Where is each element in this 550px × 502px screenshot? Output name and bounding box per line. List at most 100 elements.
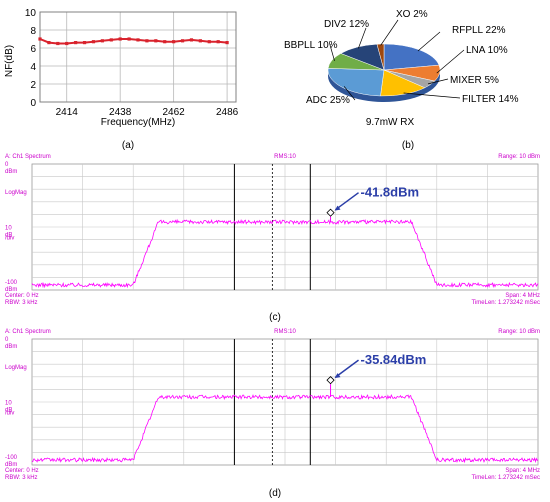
pie-leader-line — [358, 27, 367, 49]
pie-slice-label: MIXER 5% — [450, 75, 499, 86]
nf-data-point — [216, 40, 220, 44]
spectrum-footer-center: Center: 0 Hz — [5, 293, 39, 299]
pie-slice-label: BBPLL 10% — [284, 40, 338, 51]
spectrum-trace — [31, 218, 539, 289]
caption-d: (d) — [269, 488, 281, 499]
nf-data-point — [198, 39, 202, 43]
nf-data-point — [207, 40, 211, 44]
pie-leader-line — [427, 78, 449, 85]
pie-slice-label: LNA 10% — [466, 45, 508, 56]
nf-data-point — [47, 41, 51, 45]
spectrum-marker-value: -41.8dBm — [361, 185, 420, 200]
nf-data-point — [109, 38, 113, 42]
nf-data-point — [163, 40, 167, 44]
nf-ytick-label: 10 — [25, 8, 37, 19]
pie-leader-line — [329, 44, 335, 62]
spectrum-c: A: Ch1 Spectrum RMS:10 Range: 10 dBm 0 dBm Lo… — [5, 154, 540, 306]
spectrum-ylabel: 0 — [5, 337, 9, 343]
nf-data-point — [91, 40, 96, 44]
caption-a: (a) — [122, 140, 134, 151]
spectrum-footer-center: Center: 0 Hz — [5, 468, 39, 474]
pie-leader-line — [436, 49, 465, 74]
nf-chart: NF(dB) 0 2 4 6 8 10 2414 2438 2462 2486 Frequenc… — [4, 8, 239, 151]
spectrum-marker-value: -35.84dBm — [361, 352, 427, 367]
spectrum-d: A: Ch1 Spectrum RMS:10 Range: 10 dBm0dBmLo… — [5, 329, 540, 481]
nf-data-point — [225, 41, 229, 45]
spectrum-header-right: Range: 10 dBm — [498, 154, 540, 160]
spectrum-ylabel: LogMag — [5, 190, 27, 196]
pie-title: 9.7mW RX — [366, 117, 415, 128]
nf-data-point — [100, 39, 104, 43]
nf-data-point — [136, 38, 140, 42]
spectrum-ylabel: -100 — [5, 280, 18, 286]
nf-data-point — [56, 41, 60, 46]
spectrum-footer-rbw: RBW: 3 kHz — [5, 300, 38, 306]
pie-slice — [383, 43, 440, 71]
spectrum-header-center: RMS:10 — [274, 154, 296, 160]
spectrum-annotation-arrow — [335, 359, 359, 378]
spectrum-ylabel-unit: dB — [5, 233, 12, 239]
spectrum-ylabel: /div — [5, 236, 14, 242]
nf-data-point — [154, 39, 158, 43]
spectrum-marker-diamond — [326, 376, 335, 385]
pie-leader-line — [380, 19, 399, 46]
pie-slice-label: XO 2% — [396, 9, 428, 20]
spectrum-footer-rbw: RBW: 3 kHz — [5, 475, 38, 481]
nf-data-point — [189, 38, 194, 42]
spectrum-header-right: Range: 10 dBm — [498, 329, 540, 335]
spectrum-ylabel-unit: dBm — [5, 287, 17, 293]
nf-xtick-label: 2486 — [216, 107, 239, 118]
pie-leader-line — [403, 92, 461, 99]
spectrum-ylabel: 10 — [5, 401, 12, 407]
caption-c: (c) — [269, 312, 281, 323]
pie-slice — [327, 68, 385, 97]
spectrum-ylabel: LogMag — [5, 365, 27, 371]
nf-ytick-label: 8 — [30, 26, 36, 37]
nf-series-line — [39, 38, 228, 45]
pie-leader-line — [417, 31, 441, 52]
spectrum-annotation-arrowhead — [334, 373, 341, 379]
pie-slice-label: DIV2 12% — [324, 19, 369, 30]
spectrum-ylabel-unit: dBm — [5, 344, 17, 350]
nf-ylabel: NF(dB) — [4, 45, 15, 77]
spectrum-ylabel-unit: dBm — [5, 462, 17, 468]
spectrum-annotation-arrowhead — [334, 205, 341, 211]
nf-ytick-label: 0 — [30, 98, 36, 109]
pie-slice-label: ADC 25% — [306, 95, 350, 106]
spectrum-header-left: A: Ch1 Spectrum — [5, 329, 51, 335]
nf-data-point — [38, 37, 42, 41]
spectrum-ylabel: 10 — [5, 226, 12, 232]
nf-xtick-label: 2462 — [163, 107, 186, 118]
nf-xlabel: Frequency(MHz) — [101, 117, 175, 128]
pie-slice-label: FILTER 14% — [462, 94, 519, 105]
nf-ytick-label: 2 — [30, 80, 36, 91]
nf-data-point — [172, 40, 176, 44]
nf-data-point — [180, 39, 185, 43]
nf-ytick-label: 6 — [30, 44, 36, 55]
nf-ytick-label: 4 — [30, 62, 36, 73]
spectrum-footer-span: Span: 4 MHz — [505, 468, 540, 474]
spectrum-header-left: A: Ch1 Spectrum — [5, 154, 51, 160]
nf-plot-frame — [39, 11, 237, 103]
spectrum-header-center: RMS:10 — [274, 329, 296, 335]
pie-slice — [376, 43, 385, 71]
spectrum-footer-timelen: TimeLen: 1.273242 mSec — [472, 300, 540, 306]
spectrum-footer-span: Span: 4 MHz — [505, 293, 540, 299]
spectrum-trace — [31, 393, 539, 464]
nf-data-point — [118, 37, 122, 41]
pie-slice-label: RFPLL 22% — [452, 25, 506, 36]
nf-data-point — [82, 41, 87, 45]
caption-b: (b) — [402, 140, 414, 151]
spectrum-marker-diamond — [326, 208, 335, 217]
spectrum-ylabel: 0 — [5, 162, 9, 168]
nf-data-point — [145, 39, 149, 43]
spectrum-footer-timelen: TimeLen: 1.273242 mSec — [472, 475, 540, 481]
nf-data-point — [74, 41, 78, 45]
nf-xtick-label: 2438 — [109, 107, 132, 118]
nf-xtick-label: 2414 — [56, 107, 79, 118]
nf-data-point — [65, 41, 69, 46]
nf-data-point — [127, 37, 131, 41]
pie-leader-line — [343, 86, 356, 101]
power-pie-chart: RFPLL 22% LNA 10% MIXER 5% FILTER 14% ADC 25… — [284, 9, 519, 151]
